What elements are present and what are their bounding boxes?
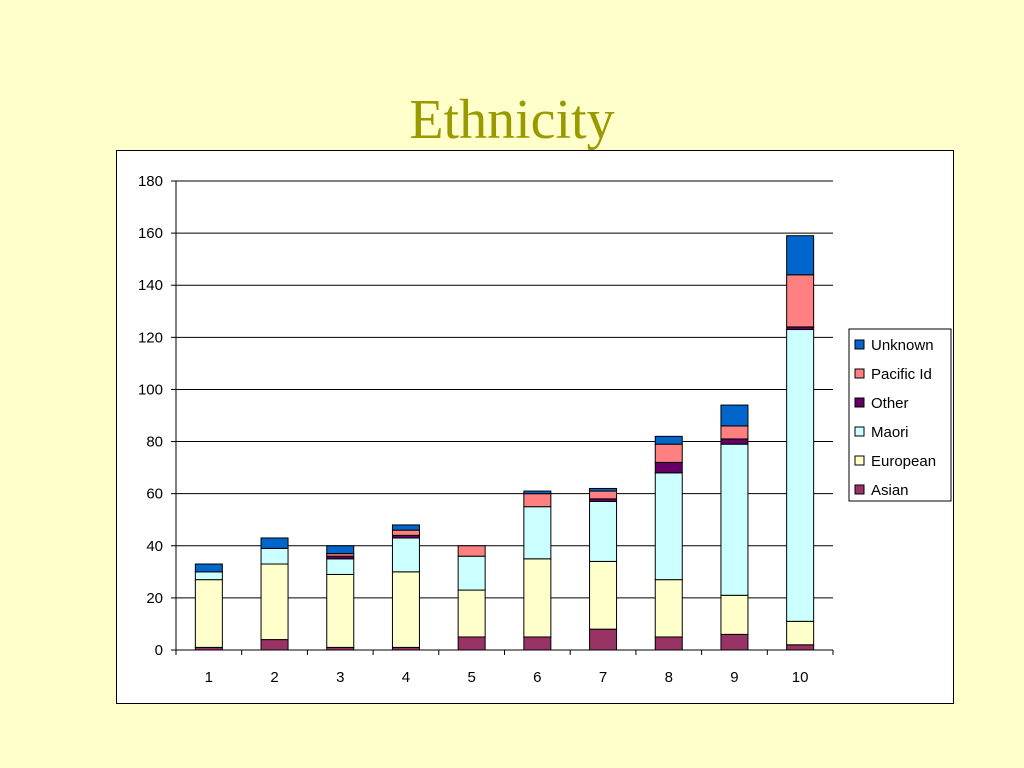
bar-segment-asian [786, 644, 815, 651]
y-tick-label: 120 [138, 329, 163, 346]
bar-segment-european [523, 558, 552, 638]
y-tick-label: 100 [138, 381, 163, 398]
slide-title: Ethnicity [409, 89, 615, 151]
y-tick-label: 80 [146, 434, 163, 451]
legend-box [848, 328, 952, 502]
bar-segment-other [720, 438, 749, 445]
y-tick-label: 180 [138, 173, 163, 190]
bar-segment-unknown [786, 235, 815, 276]
x-tick-label: 10 [792, 669, 809, 686]
legend-label-european: European [871, 453, 936, 470]
bar-segment-european [720, 594, 749, 635]
bar-segment-maori [786, 329, 815, 622]
legend-label-maori: Maori [871, 424, 909, 441]
bar-segment-maori [391, 537, 420, 573]
stacked-bar-chart: 0 20 40 60 80 100 120 140 160 180 1 2 3 4 5 6 7 8 9 10 Unkno… [138, 173, 952, 686]
x-tick-label: 1 [205, 669, 213, 686]
bar-segment-asian [589, 628, 618, 651]
bar-segment-pacific-id [654, 443, 683, 463]
x-tick-label: 2 [270, 669, 278, 686]
legend-label-asian: Asian [871, 482, 909, 499]
bar-segment-european [194, 579, 223, 648]
bar-segment-maori [326, 558, 355, 575]
bar-segment-european [391, 571, 420, 648]
chart-area: 0 20 40 60 80 100 120 140 160 180 1 2 3 4 5 6 7 8 9 10 Unkno… [116, 150, 954, 704]
bar-segment-maori [654, 472, 683, 581]
x-tick-label: 4 [402, 669, 410, 686]
legend-swatch-maori [854, 426, 865, 437]
x-tick-label: 8 [665, 669, 673, 686]
legend-swatch-european [854, 455, 865, 466]
y-tick-label: 0 [155, 642, 163, 659]
legend-swatch-other [854, 397, 865, 408]
bar-segment-maori [260, 547, 289, 565]
bar-segment-unknown [194, 563, 223, 573]
y-tick-label: 20 [146, 590, 163, 607]
bar-segment-pacific-id [391, 529, 420, 536]
legend-swatch-pacific-id [854, 368, 865, 379]
bar-segment-unknown [523, 490, 552, 495]
x-tick-label: 5 [467, 669, 475, 686]
bar-segment-unknown [391, 524, 420, 531]
bar-segment-asian [260, 639, 289, 651]
legend-label-unknown: Unknown [871, 337, 934, 354]
bar-segment-pacific-id [589, 490, 618, 500]
y-tick-label: 140 [138, 277, 163, 294]
bar-segment-pacific-id [786, 274, 815, 328]
bar-segment-unknown [589, 487, 618, 492]
legend-label-other: Other [871, 395, 909, 412]
bar-segment-asian [654, 636, 683, 651]
bar-segment-maori [720, 443, 749, 596]
y-tick-label: 60 [146, 486, 163, 503]
bar-segment-european [654, 579, 683, 638]
x-tick-label: 7 [599, 669, 607, 686]
bar-segment-unknown [720, 404, 749, 427]
bar-segment-pacific-id [523, 493, 552, 508]
bar-segment-pacific-id [457, 545, 486, 557]
bar-segment-unknown [326, 545, 355, 555]
x-tick-label: 9 [730, 669, 738, 686]
bar-segment-unknown [260, 537, 289, 549]
bar-segment-other [654, 461, 683, 474]
bar-segment-asian [457, 636, 486, 651]
y-tick-label: 40 [146, 538, 163, 555]
bar-segment-european [260, 563, 289, 641]
bar-segment-maori [523, 506, 552, 560]
legend-swatch-unknown [854, 339, 865, 350]
bar-segment-european [786, 620, 815, 646]
bar-segment-asian [720, 633, 749, 651]
x-tick-label: 3 [336, 669, 344, 686]
bar-segment-european [589, 560, 618, 630]
bar-segment-maori [194, 571, 223, 581]
legend-label-pacific-id: Pacific Id [871, 366, 932, 383]
bar-segment-european [457, 589, 486, 638]
y-tick-label: 160 [138, 225, 163, 242]
bar-segment-asian [523, 636, 552, 651]
bar-segment-maori [457, 555, 486, 591]
bar-segment-unknown [654, 435, 683, 445]
bar-segment-european [326, 573, 355, 648]
bar-segment-maori [589, 500, 618, 562]
bar-segment-pacific-id [720, 425, 749, 440]
legend-swatch-asian [854, 484, 865, 495]
x-tick-label: 6 [533, 669, 541, 686]
